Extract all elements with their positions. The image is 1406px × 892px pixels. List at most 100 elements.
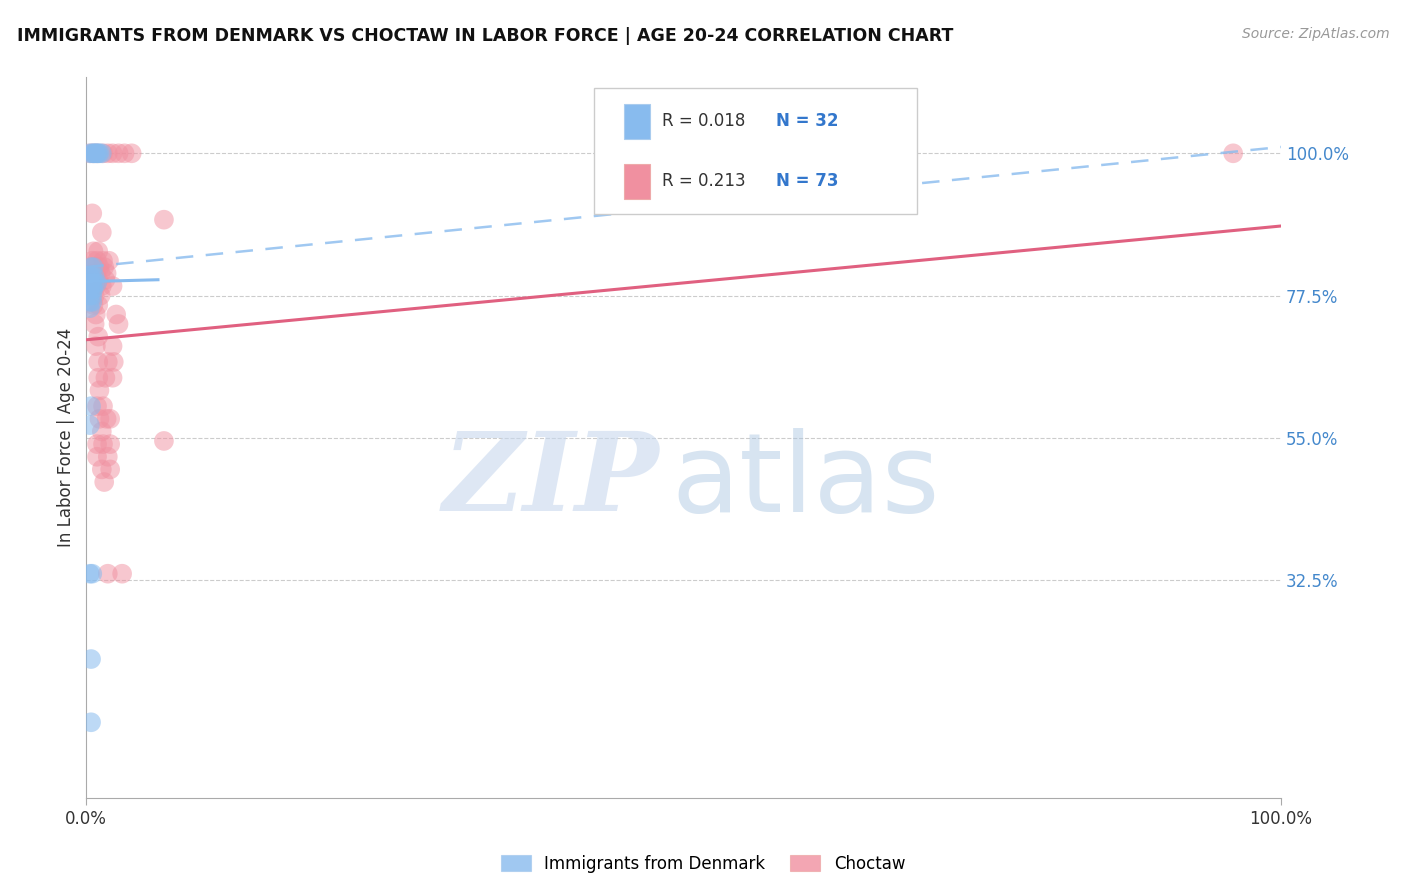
Point xyxy=(98,437,121,451)
Point xyxy=(91,437,114,451)
Point xyxy=(101,146,124,161)
Point xyxy=(87,329,110,343)
Point xyxy=(80,267,103,281)
Point xyxy=(87,298,110,312)
Point xyxy=(86,253,108,268)
Point xyxy=(90,279,112,293)
Point xyxy=(82,282,104,296)
Text: Source: ZipAtlas.com: Source: ZipAtlas.com xyxy=(1241,27,1389,41)
Point xyxy=(114,146,136,161)
Point xyxy=(87,355,110,369)
Point xyxy=(82,298,104,312)
Point xyxy=(82,566,104,581)
Text: R = 0.213: R = 0.213 xyxy=(662,172,745,190)
Point xyxy=(87,146,110,161)
Point xyxy=(80,260,103,274)
Point xyxy=(103,355,125,369)
Point xyxy=(83,317,105,331)
Point xyxy=(83,260,105,274)
Point xyxy=(79,288,101,302)
Point xyxy=(90,225,112,239)
Point xyxy=(101,279,124,293)
Point xyxy=(82,269,104,284)
Point xyxy=(91,146,114,161)
Point xyxy=(80,399,103,413)
Point xyxy=(94,370,117,384)
Point xyxy=(86,399,108,413)
Point xyxy=(101,339,124,353)
Point xyxy=(101,370,124,384)
Point xyxy=(82,146,104,161)
Point xyxy=(97,566,120,581)
Point xyxy=(1222,146,1244,161)
Point xyxy=(82,244,104,259)
Legend: Immigrants from Denmark, Choctaw: Immigrants from Denmark, Choctaw xyxy=(494,848,912,880)
Point xyxy=(90,462,112,476)
Point xyxy=(86,437,108,451)
Point xyxy=(89,412,111,426)
Point xyxy=(84,146,107,161)
Point xyxy=(83,288,105,302)
Point xyxy=(79,282,101,296)
Point xyxy=(82,206,104,220)
Point xyxy=(105,308,128,322)
Point xyxy=(107,146,129,161)
Point xyxy=(80,652,103,666)
Point xyxy=(97,450,120,464)
Point xyxy=(84,308,107,322)
Point xyxy=(83,269,105,284)
Point xyxy=(93,260,115,274)
Point xyxy=(82,288,104,302)
Point xyxy=(82,260,104,274)
Point xyxy=(86,450,108,464)
FancyBboxPatch shape xyxy=(593,88,917,214)
Point xyxy=(80,260,103,274)
Point xyxy=(90,425,112,439)
Point xyxy=(84,267,107,281)
Point xyxy=(82,146,104,161)
Point xyxy=(79,146,101,161)
Point xyxy=(86,146,108,161)
Point xyxy=(86,276,108,290)
Point xyxy=(89,384,111,398)
Point xyxy=(79,276,101,290)
Point xyxy=(94,273,117,287)
Point xyxy=(90,267,112,281)
Point xyxy=(86,146,108,161)
Point xyxy=(82,279,104,293)
Point xyxy=(89,260,111,274)
Point xyxy=(91,399,114,413)
Point xyxy=(82,253,104,268)
Bar xyxy=(624,104,650,138)
Point xyxy=(90,146,112,161)
Point xyxy=(121,146,143,161)
Text: R = 0.018: R = 0.018 xyxy=(662,112,745,130)
Point xyxy=(82,294,104,309)
Point xyxy=(97,146,120,161)
Point xyxy=(83,146,105,161)
Point xyxy=(79,301,101,316)
Point xyxy=(80,715,103,730)
Point xyxy=(83,276,105,290)
Text: N = 32: N = 32 xyxy=(776,112,838,130)
Bar xyxy=(624,164,650,199)
Point xyxy=(79,566,101,581)
Point xyxy=(153,212,176,227)
Point xyxy=(87,244,110,259)
Point xyxy=(79,294,101,309)
Point xyxy=(98,412,121,426)
Point xyxy=(79,146,101,161)
Point xyxy=(91,253,114,268)
Text: N = 73: N = 73 xyxy=(776,172,838,190)
Point xyxy=(87,273,110,287)
Point xyxy=(107,317,129,331)
Point xyxy=(82,276,104,290)
Point xyxy=(98,462,121,476)
Point xyxy=(93,475,115,489)
Point xyxy=(87,370,110,384)
Point xyxy=(89,146,111,161)
Point xyxy=(79,269,101,284)
Point xyxy=(82,282,104,296)
Text: ZIP: ZIP xyxy=(443,427,659,535)
Point xyxy=(97,355,120,369)
